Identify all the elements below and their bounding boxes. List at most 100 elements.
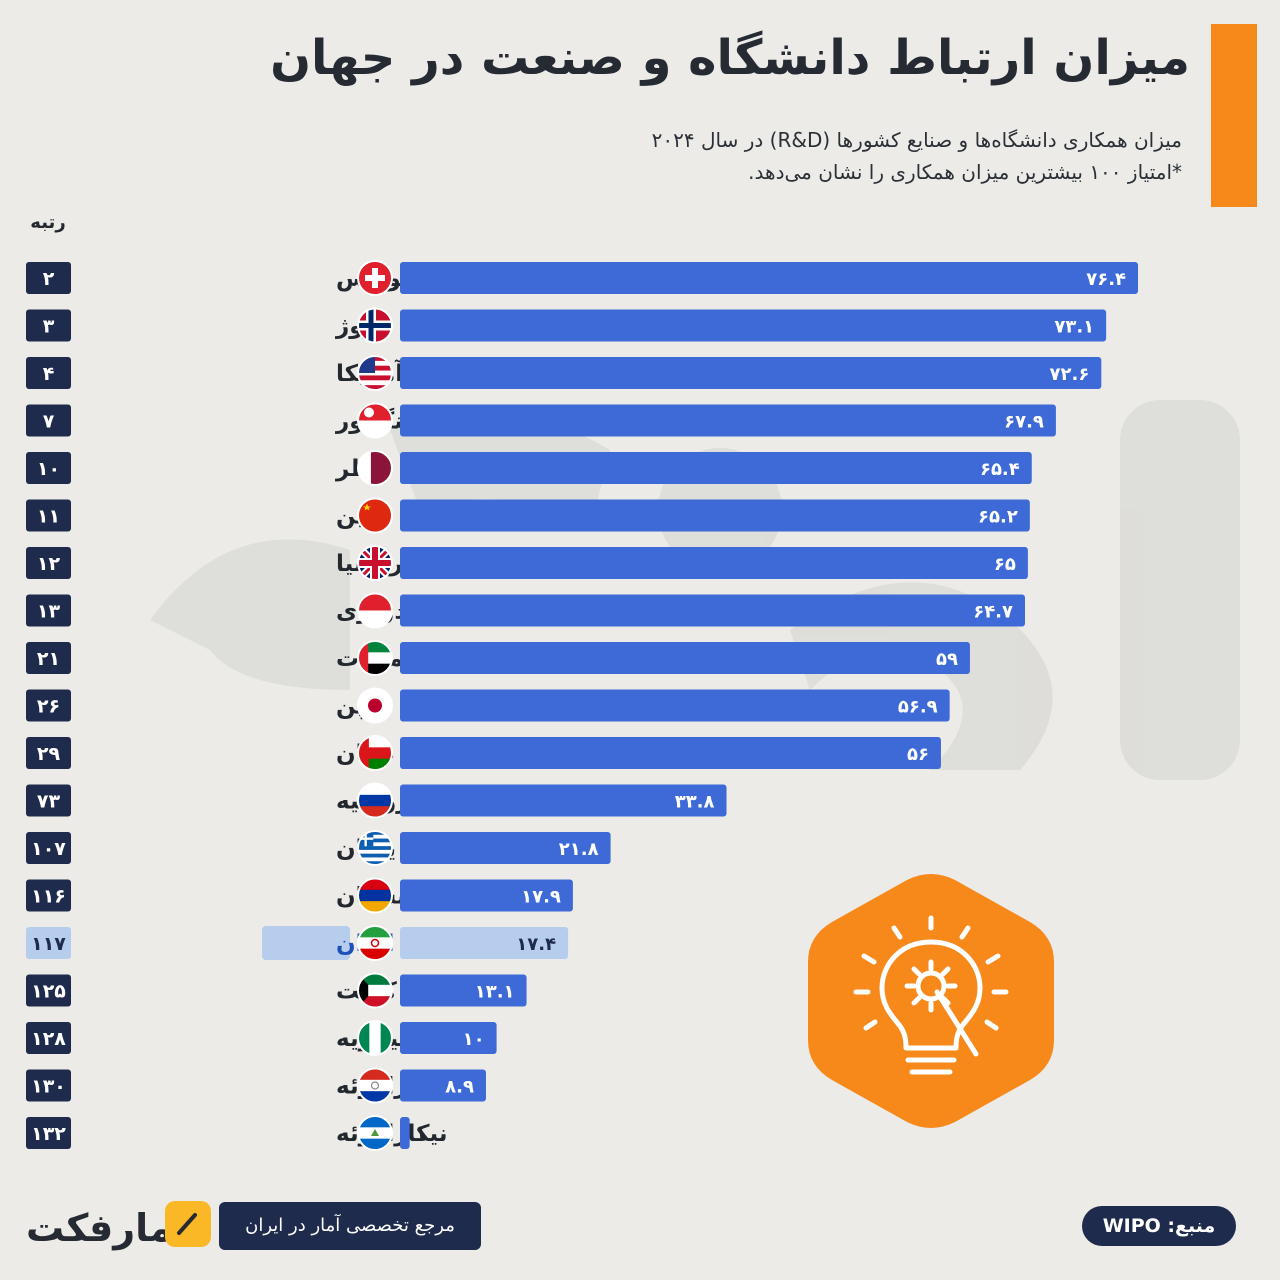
rank-badge — [26, 689, 71, 722]
brand-tagline: مرجع تخصصی آمار در ایران — [219, 1202, 481, 1250]
rank-badge — [26, 1022, 71, 1054]
rank-label: ۷۳ — [37, 791, 61, 813]
rank-label: ۲۱ — [37, 648, 60, 670]
chart-row: ۱۰قطر۶۵.۴ — [26, 450, 1032, 486]
bar — [400, 927, 569, 959]
norway-flag-icon — [357, 307, 393, 344]
value-label: ۱ — [416, 1124, 427, 1145]
value-label: ۵۶ — [907, 744, 929, 765]
chart-row: ۲۱امارات۵۹ — [26, 640, 970, 676]
bar — [400, 1022, 497, 1054]
rank-label: ۲۶ — [37, 696, 60, 718]
rank-badge — [26, 879, 71, 912]
value-label: ۲۱.۸ — [559, 839, 599, 860]
value-label: ۱۷.۴ — [516, 934, 556, 955]
chart-row: ۱۳۲نیکاراگوئه۱ — [26, 1115, 448, 1151]
chart-row: ۱۳اندونزی۶۴.۷ — [26, 592, 1026, 629]
rank-badge — [26, 452, 71, 484]
bar — [400, 689, 950, 722]
bar — [400, 594, 1026, 627]
chart-row: ۷سنگاپور۶۷.۹ — [26, 402, 1056, 439]
accent-bar — [1211, 24, 1257, 207]
bar — [400, 1069, 486, 1102]
bar — [400, 262, 1139, 294]
switzerland-flag-icon — [357, 260, 393, 296]
brand-logo: آمارفکت — [26, 1206, 186, 1250]
chart-row: ۱۳۰پاراگوئه۸.۹ — [26, 1067, 486, 1104]
value-label: ۶۵ — [994, 554, 1016, 575]
value-label: ۱۷.۹ — [521, 887, 561, 908]
armenia-flag-icon — [357, 877, 393, 914]
rank-label: ۴ — [43, 363, 55, 385]
bar — [400, 357, 1102, 389]
rank-label: ۱۳۰ — [31, 1076, 66, 1098]
singapore-flag-icon — [357, 402, 393, 439]
qatar-flag-icon — [357, 450, 393, 486]
bar — [400, 832, 611, 864]
chart-row: ۱۱۶ارمنستان۱۷.۹ — [26, 877, 573, 914]
rank-badge — [26, 499, 71, 532]
chart-row: ۱۲۵کویت۱۳.۱ — [26, 972, 527, 1009]
bar — [400, 879, 573, 912]
rank-badge — [26, 309, 71, 342]
nicaragua-flag-icon — [357, 1115, 393, 1151]
rank-badge — [26, 357, 71, 389]
value-label: ۸.۹ — [445, 1077, 474, 1098]
bar — [400, 499, 1030, 532]
rank-badge — [26, 737, 71, 769]
rank-badge — [26, 594, 71, 627]
nigeria-flag-icon — [357, 1020, 393, 1056]
subtitle: میزان همکاری دانشگاه‌ها و صنایع کشورها (… — [652, 124, 1182, 188]
bar — [400, 642, 970, 674]
value-label: ۶۵.۴ — [980, 459, 1020, 480]
value-label: ۳۳.۸ — [675, 792, 715, 813]
bar — [400, 974, 527, 1007]
rank-badge — [26, 642, 71, 674]
chart-row: ۱۱۷ایران۱۷.۴ — [26, 925, 569, 961]
rank-badge — [26, 784, 71, 817]
rank-badge — [26, 832, 71, 864]
kuwait-flag-icon — [357, 972, 393, 1009]
chart-row: ۲۹عمان۵۶ — [26, 735, 941, 771]
source-label: منبع: WIPO — [1082, 1206, 1236, 1246]
value-label: ۷۲.۶ — [1050, 364, 1090, 385]
rank-label: ۲ — [43, 268, 55, 290]
rank-label: ۱۳ — [37, 601, 61, 623]
value-label: ۵۶.۹ — [898, 697, 938, 718]
chart-row: ۲۶ژاپن۵۶.۹ — [26, 687, 950, 724]
rank-label: ۱۳۲ — [31, 1123, 66, 1145]
subtitle-line-1: میزان همکاری دانشگاه‌ها و صنایع کشورها (… — [651, 128, 1182, 152]
chart-row: ۱۰۷یونان۲۱.۸ — [26, 830, 611, 866]
rank-label: ۳ — [43, 316, 55, 338]
chart-row: ۱۲۸نیجریه۱۰ — [26, 1020, 497, 1056]
value-label: ۶۴.۷ — [973, 602, 1013, 623]
rank-badge — [26, 1069, 71, 1102]
lightbulb-gear-icon — [808, 874, 1054, 1128]
bar — [400, 547, 1028, 579]
bar — [400, 452, 1032, 484]
paraguay-flag-icon — [357, 1067, 393, 1104]
bar — [400, 309, 1107, 342]
rank-label: ۱۰۷ — [31, 838, 66, 860]
bar — [400, 404, 1056, 437]
indonesia-flag-icon — [357, 592, 393, 629]
value-label: ۶۷.۹ — [1004, 412, 1044, 433]
rank-badge — [26, 1117, 71, 1149]
chart-row: ۱۲بریتانیا۶۵ — [26, 545, 1028, 581]
greece-flag-icon — [357, 830, 393, 866]
china-flag-icon — [357, 497, 393, 534]
rank-label: ۱۱ — [37, 506, 60, 528]
chart-row: ۷۳روسیه۳۳.۸ — [26, 782, 727, 819]
highlight-pill — [262, 926, 350, 960]
rank-badge — [26, 927, 71, 959]
value-label: ۷۳.۱ — [1054, 317, 1094, 338]
rank-column-header: رتبه — [30, 212, 66, 233]
uae-flag-icon — [357, 640, 393, 676]
bar-chart: ۲سوئیس۷۶.۴ ۳نروژ۷۳.۱ ۴آمریکا۷۲.۶ ۷سنگاپور۶۷… — [26, 260, 1139, 1151]
rank-label: ۷ — [43, 411, 55, 433]
chart-row: ۱۱چین۶۵.۲ — [26, 497, 1030, 534]
bar — [400, 737, 941, 769]
rank-label: ۱۱۶ — [31, 886, 66, 908]
bar — [400, 784, 727, 817]
rank-badge — [26, 262, 71, 294]
